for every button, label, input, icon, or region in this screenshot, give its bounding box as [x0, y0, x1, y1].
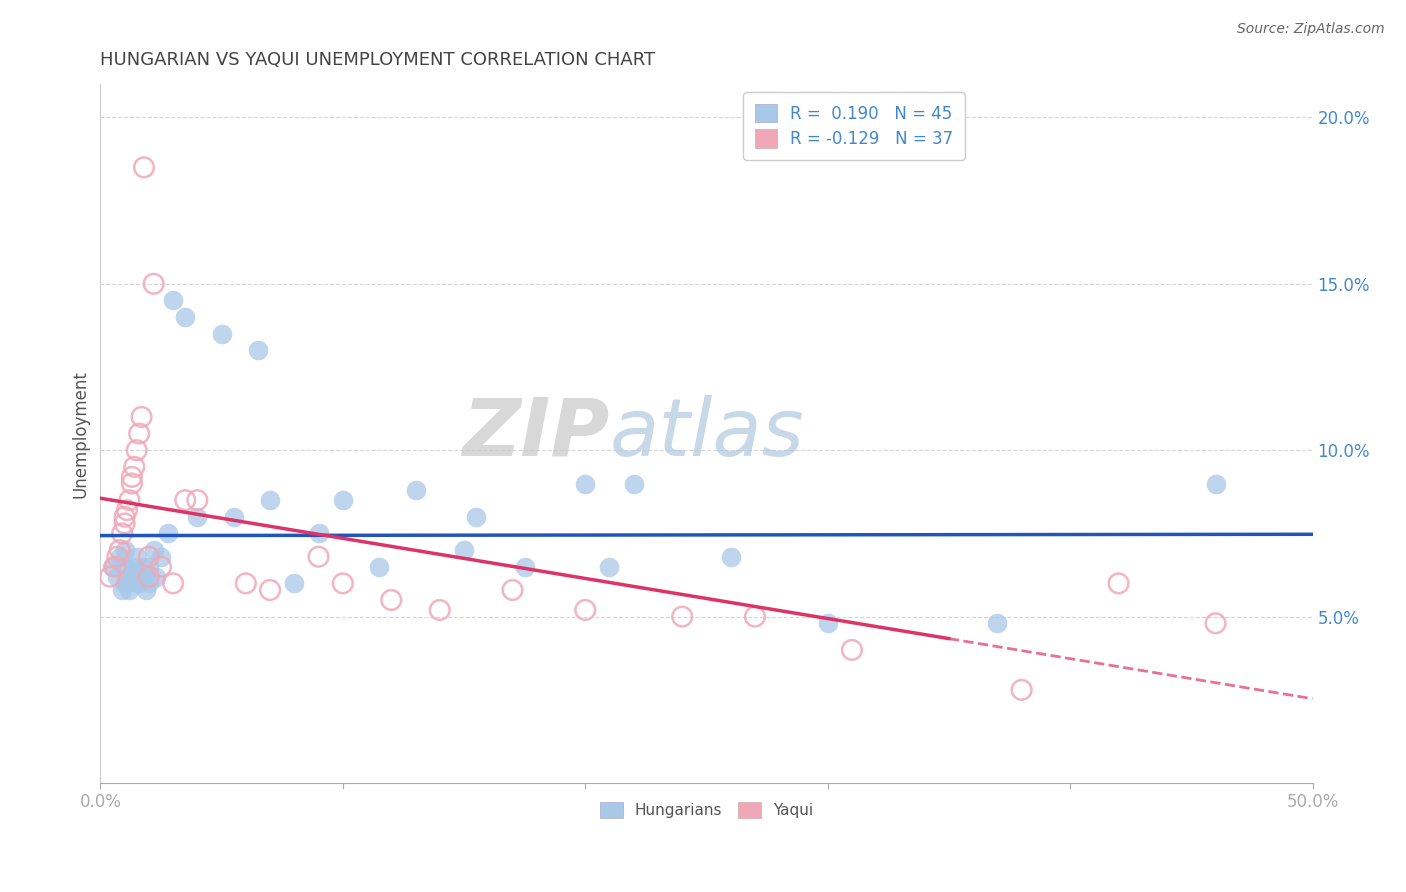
Point [118, 493, 141, 508]
Point [114, 516, 136, 531]
Point [453, 543, 475, 558]
Point [115, 503, 138, 517]
Point [135, 582, 157, 597]
Point [513, 559, 536, 574]
Point [104, 559, 127, 574]
Point [841, 643, 863, 657]
Point [259, 582, 281, 597]
Y-axis label: Unemployment: Unemployment [72, 369, 89, 498]
Point [149, 549, 172, 564]
Point [222, 509, 245, 524]
Point [405, 483, 427, 498]
Point [259, 493, 281, 508]
Point [145, 570, 167, 584]
Point [380, 593, 402, 607]
Point [121, 470, 143, 484]
Point [125, 443, 148, 458]
Point [174, 493, 197, 508]
Point [128, 426, 150, 441]
Point [368, 559, 391, 574]
Point [138, 559, 160, 574]
Point [138, 549, 160, 564]
Point [332, 576, 354, 591]
Point [1205, 476, 1227, 491]
Point [118, 582, 141, 597]
Point [149, 559, 172, 574]
Point [1011, 682, 1033, 697]
Point [101, 559, 124, 574]
Point [235, 576, 257, 591]
Point [817, 616, 839, 631]
Point [162, 293, 184, 308]
Point [986, 616, 1008, 631]
Point [211, 326, 233, 341]
Point [186, 493, 208, 508]
Point [1108, 576, 1130, 591]
Text: HUNGARIAN VS YAQUI UNEMPLOYMENT CORRELATION CHART: HUNGARIAN VS YAQUI UNEMPLOYMENT CORRELAT… [100, 51, 655, 69]
Point [1205, 616, 1227, 631]
Point [114, 559, 136, 574]
Point [114, 509, 136, 524]
Text: Source: ZipAtlas.com: Source: ZipAtlas.com [1237, 22, 1385, 37]
Point [111, 526, 134, 541]
Point [124, 459, 146, 474]
Point [671, 609, 693, 624]
Point [142, 277, 165, 291]
Text: atlas: atlas [609, 394, 804, 473]
Point [131, 570, 153, 584]
Point [465, 509, 488, 524]
Point [429, 603, 451, 617]
Point [332, 493, 354, 508]
Point [105, 549, 128, 564]
Point [502, 582, 524, 597]
Legend: Hungarians, Yaqui: Hungarians, Yaqui [593, 796, 820, 824]
Point [744, 609, 766, 624]
Point [121, 566, 143, 581]
Point [125, 549, 148, 564]
Point [162, 576, 184, 591]
Point [138, 576, 160, 591]
Point [111, 582, 134, 597]
Point [98, 570, 121, 584]
Point [124, 559, 146, 574]
Point [174, 310, 197, 324]
Point [121, 476, 143, 491]
Point [308, 549, 330, 564]
Point [283, 576, 305, 591]
Point [574, 476, 596, 491]
Point [114, 543, 136, 558]
Point [108, 543, 131, 558]
Point [720, 549, 742, 564]
Text: ZIP: ZIP [463, 394, 609, 473]
Point [105, 570, 128, 584]
Point [115, 576, 138, 591]
Point [138, 570, 160, 584]
Point [125, 576, 148, 591]
Point [132, 161, 155, 175]
Point [128, 576, 150, 591]
Point [308, 526, 330, 541]
Point [186, 509, 208, 524]
Point [157, 526, 180, 541]
Point [574, 603, 596, 617]
Point [108, 549, 131, 564]
Point [246, 343, 269, 358]
Point [131, 409, 153, 424]
Point [114, 576, 136, 591]
Point [132, 559, 155, 574]
Point [598, 559, 620, 574]
Point [142, 543, 165, 558]
Point [623, 476, 645, 491]
